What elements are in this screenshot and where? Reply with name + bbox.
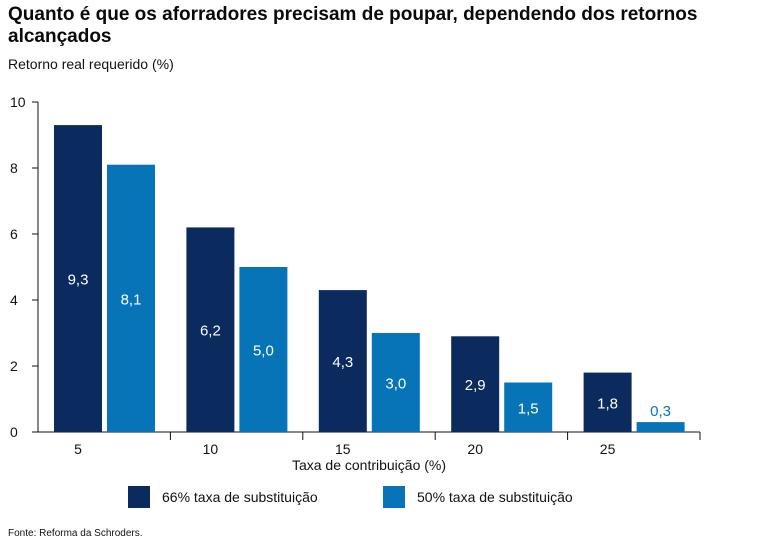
data-label: 0,3 — [650, 403, 671, 420]
x-tick-label: 10 — [203, 441, 219, 457]
y-tick-label: 10 — [10, 94, 26, 110]
legend-swatch — [128, 486, 150, 508]
data-label: 6,2 — [200, 323, 221, 340]
bar-series2-15 — [371, 333, 420, 432]
y-tick-label: 4 — [10, 292, 18, 308]
x-axis-title: Taxa de contribuição (%) — [292, 457, 446, 473]
x-tick-label: 25 — [600, 441, 616, 457]
bar-series1-20 — [451, 336, 500, 432]
data-label: 1,5 — [518, 400, 539, 417]
legend-label: 50% taxa de substituição — [417, 489, 573, 505]
bar-series1-5 — [54, 125, 102, 432]
y-tick-label: 0 — [10, 424, 18, 440]
bar-series2-25 — [636, 422, 685, 432]
x-tick-label: 20 — [467, 441, 483, 457]
data-label: 4,3 — [332, 354, 353, 371]
x-tick-label: 5 — [74, 441, 82, 457]
data-label: 2,9 — [465, 377, 486, 394]
y-axis-label: Retorno real requerido (%) — [8, 56, 174, 72]
bar-series2-10 — [239, 267, 288, 432]
chart-title: Quanto é que os aforradores precisam de … — [8, 4, 698, 47]
data-label: 9,3 — [68, 272, 89, 289]
y-tick-label: 8 — [10, 160, 18, 176]
data-label: 8,1 — [121, 291, 142, 308]
x-tick-label: 15 — [335, 441, 351, 457]
data-label: 1,8 — [597, 395, 618, 412]
bar-series1-10 — [186, 227, 235, 432]
data-label: 3,0 — [385, 376, 406, 393]
source-note: Fonte: Reforma da Schroders. — [8, 528, 143, 539]
bar-series2-5 — [107, 164, 155, 432]
legend-label: 66% taxa de substituição — [162, 489, 318, 505]
data-label: 5,0 — [253, 343, 274, 360]
bar-series1-25 — [583, 372, 632, 432]
bar-series2-20 — [504, 382, 553, 432]
legend-swatch — [383, 486, 405, 508]
bar-series1-15 — [318, 290, 367, 432]
y-tick-label: 2 — [10, 358, 18, 374]
y-tick-label: 6 — [10, 226, 18, 242]
